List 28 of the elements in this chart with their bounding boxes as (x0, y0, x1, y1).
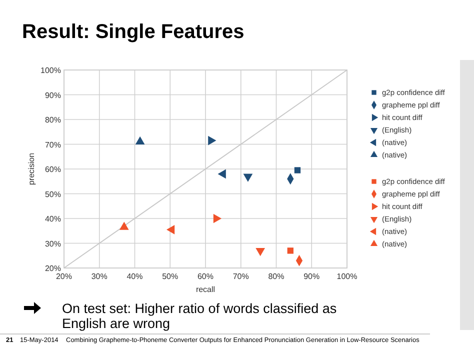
x-tick-label: 90% (304, 272, 320, 281)
y-tick-label: 20% (44, 264, 61, 273)
y-tick-label: 80% (44, 116, 61, 124)
y-tick-label: 30% (44, 239, 61, 248)
point (287, 248, 294, 254)
point (256, 248, 266, 256)
y-tick-label: 90% (44, 90, 61, 100)
y-axis-title: precision (27, 152, 36, 186)
y-tick-label: 50% (44, 190, 61, 199)
x-tick-label: 60% (197, 272, 214, 281)
y-tick-label: 70% (44, 140, 61, 150)
y-tick-label: 100% (40, 66, 61, 75)
point (243, 174, 253, 182)
x-tick-label: 100% (336, 272, 358, 281)
x-tick-label: 20% (56, 272, 72, 281)
x-tick-label: 40% (126, 272, 143, 281)
point (218, 169, 226, 179)
chart-title: Result: Single Features (22, 21, 244, 43)
x-axis-title: recall (196, 285, 216, 294)
y-tick-label: 60% (44, 165, 61, 174)
point (294, 167, 301, 174)
x-tick-label: 80% (268, 272, 284, 281)
x-tick-label: 50% (162, 272, 178, 281)
y-tick-label: 40% (44, 214, 61, 224)
point (166, 224, 175, 234)
x-tick-label: 70% (232, 272, 249, 281)
text: On test set: Higher ratio of words classified as English are wrong (62, 301, 337, 331)
x-tick-label: 30% (91, 272, 108, 281)
